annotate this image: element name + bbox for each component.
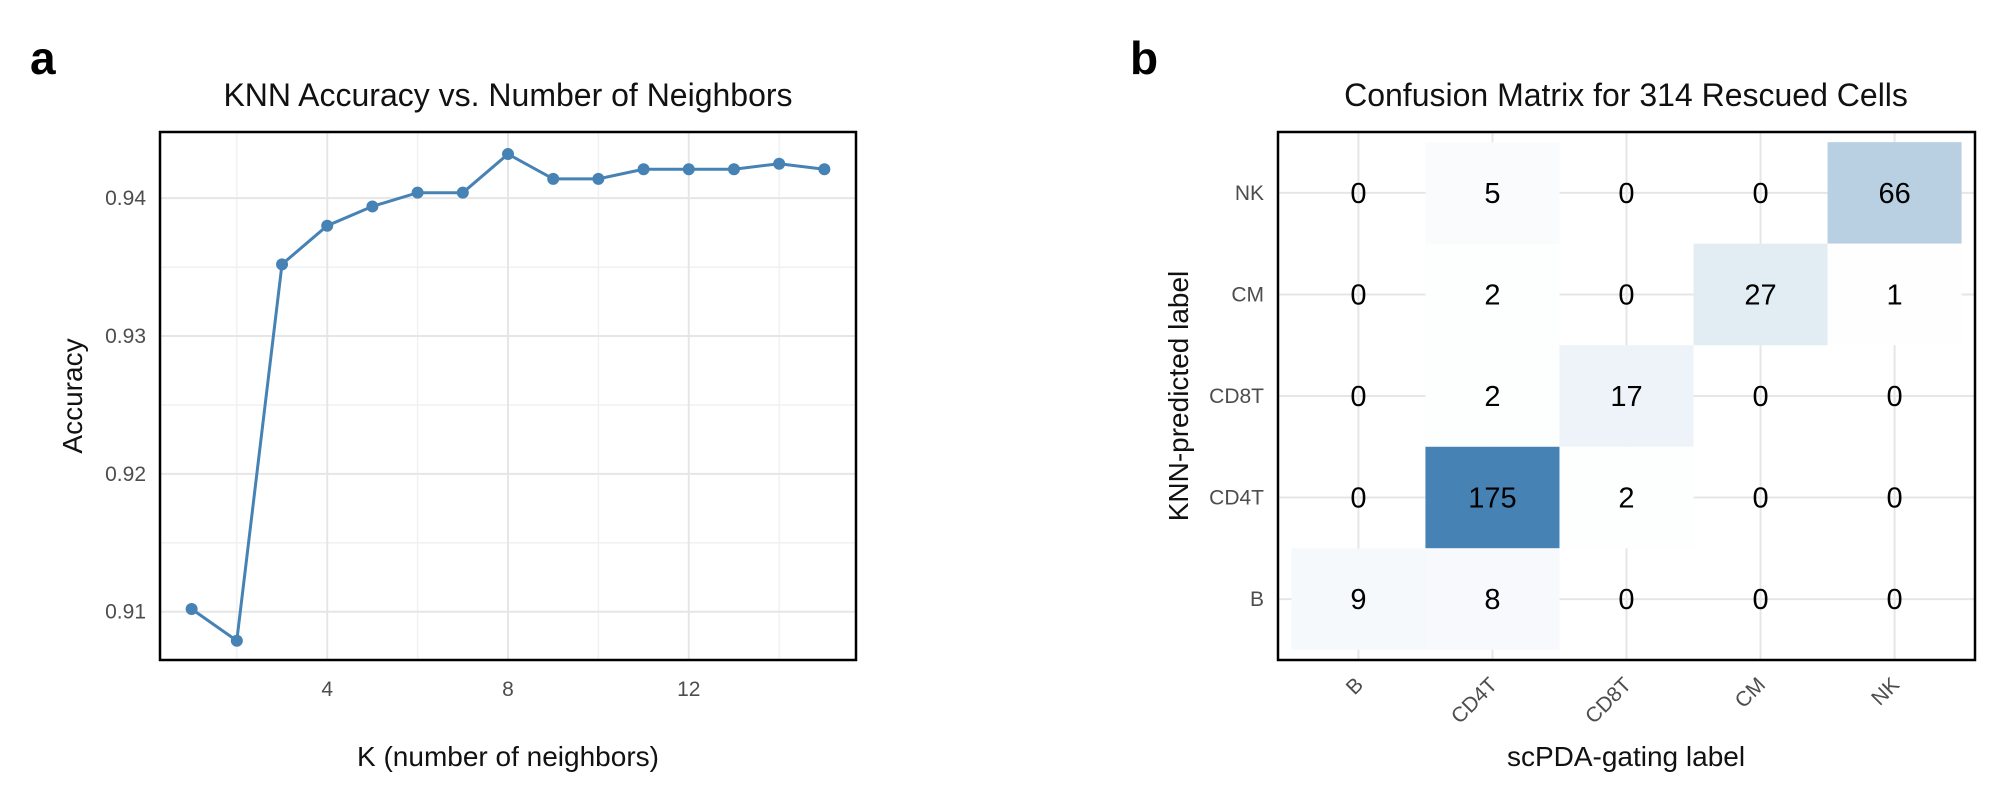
chart-a-y-axis-title: Accuracy — [57, 338, 88, 453]
accuracy-point — [456, 186, 469, 199]
chart-b-x-axis-title: scPDA-gating label — [1507, 741, 1745, 772]
heatmap-cell — [1291, 548, 1426, 650]
heatmap-cell — [1425, 142, 1560, 244]
heatmap-cell — [1559, 446, 1694, 549]
cell-value-label: 8 — [1484, 584, 1500, 616]
cell-value-label: 0 — [1618, 584, 1634, 616]
panel-b: b Confusion Matrix for 314 Rescued Cells… — [1130, 32, 1977, 772]
x-tick-label: CD4T — [1447, 673, 1502, 728]
cell-value-label: 0 — [1618, 279, 1634, 311]
y-tick-label: B — [1250, 588, 1264, 611]
x-tick-label: B — [1342, 673, 1368, 699]
chart-a-title: KNN Accuracy vs. Number of Neighbors — [223, 77, 792, 113]
x-tick-label: CM — [1731, 673, 1770, 712]
accuracy-point — [637, 163, 650, 176]
heatmap-cell — [1827, 142, 1962, 244]
accuracy-point — [411, 186, 424, 199]
heatmap-cell — [1425, 548, 1560, 650]
x-tick-label: 8 — [502, 678, 514, 701]
cell-value-label: 0 — [1752, 483, 1768, 515]
cell-value-label: 5 — [1484, 178, 1500, 210]
accuracy-point — [682, 163, 695, 176]
accuracy-point — [502, 148, 514, 161]
chart-b-y-axis-title: KNN-predicted label — [1163, 271, 1194, 522]
accuracy-point — [366, 200, 379, 213]
cell-value-label: 66 — [1878, 178, 1910, 210]
accuracy-point — [727, 163, 740, 176]
accuracy-points — [185, 148, 831, 647]
x-tick-label: 12 — [677, 678, 700, 701]
cell-value-label: 2 — [1484, 381, 1500, 413]
y-tick-label: NK — [1235, 182, 1264, 205]
chart-b-frame — [1276, 130, 1977, 662]
cell-value-label: 0 — [1350, 279, 1366, 311]
accuracy-point — [185, 602, 198, 615]
chart-b-y-ticks: NK CM CD8T CD4T B — [1209, 182, 1264, 611]
cell-value-label: 17 — [1610, 381, 1642, 413]
cell-value-label: 0 — [1618, 178, 1634, 210]
accuracy-point — [773, 157, 786, 170]
chart-a-x-axis-title: K (number of neighbors) — [357, 741, 659, 772]
cell-value-label: 175 — [1468, 483, 1516, 515]
cell-value-label: 0 — [1752, 584, 1768, 616]
cell-value-label: 0 — [1887, 381, 1903, 413]
cell-value-label: 0 — [1350, 381, 1366, 413]
accuracy-point — [818, 163, 831, 176]
cell-value-label: 9 — [1350, 584, 1366, 616]
chart-a-y-ticks: 0.91 0.92 0.93 0.94 — [105, 187, 146, 624]
cell-value-label: 0 — [1887, 483, 1903, 515]
y-tick-label: 0.94 — [105, 187, 146, 210]
accuracy-point — [276, 258, 289, 271]
accuracy-point — [230, 634, 243, 647]
heatmap-cell — [1425, 243, 1560, 346]
y-tick-label: 0.92 — [105, 463, 146, 486]
chart-a-gridlines — [160, 132, 856, 660]
cell-value-label: 0 — [1887, 584, 1903, 616]
chart-b-x-ticks: B CD4T CD8T CM NK — [1342, 673, 1904, 728]
accuracy-point — [592, 172, 605, 185]
chart-a-x-ticks: 4 8 12 — [321, 678, 700, 701]
panel-letter-b: b — [1130, 32, 1158, 84]
x-tick-label: CD8T — [1581, 673, 1636, 728]
cell-value-label: 27 — [1744, 279, 1776, 311]
y-tick-label: CM — [1231, 283, 1264, 306]
cell-value-label: 0 — [1752, 178, 1768, 210]
y-tick-label: CD4T — [1209, 487, 1264, 510]
heatmap-cell — [1693, 243, 1828, 346]
panel-a: a KNN Accuracy vs. Number of Neighbors 4… — [30, 32, 858, 772]
cell-value-label: 2 — [1618, 483, 1634, 515]
cell-value-label: 2 — [1484, 279, 1500, 311]
x-tick-label: 4 — [321, 678, 333, 701]
cell-value-label: 0 — [1350, 483, 1366, 515]
accuracy-point — [321, 219, 334, 232]
cell-value-label: 0 — [1752, 381, 1768, 413]
x-tick-label: NK — [1867, 673, 1904, 710]
y-tick-label: CD8T — [1209, 385, 1264, 408]
panel-letter-a: a — [30, 32, 56, 84]
cell-value-label: 0 — [1350, 178, 1366, 210]
confusion-matrix-cells: 0 5 0 0 66 0 2 0 27 1 0 2 17 0 0 0 175 2 0 0 9 8 0 0 0 — [1291, 142, 1962, 650]
accuracy-point — [547, 172, 560, 185]
chart-a-frame — [158, 130, 858, 662]
cell-value-label: 1 — [1887, 279, 1903, 311]
heatmap-cell — [1827, 243, 1962, 346]
heatmap-cell — [1559, 345, 1694, 447]
heatmap-cell — [1425, 446, 1560, 549]
y-tick-label: 0.91 — [105, 601, 146, 624]
chart-b-title: Confusion Matrix for 314 Rescued Cells — [1344, 77, 1908, 113]
y-tick-label: 0.93 — [105, 325, 146, 348]
heatmap-cell — [1425, 345, 1560, 447]
